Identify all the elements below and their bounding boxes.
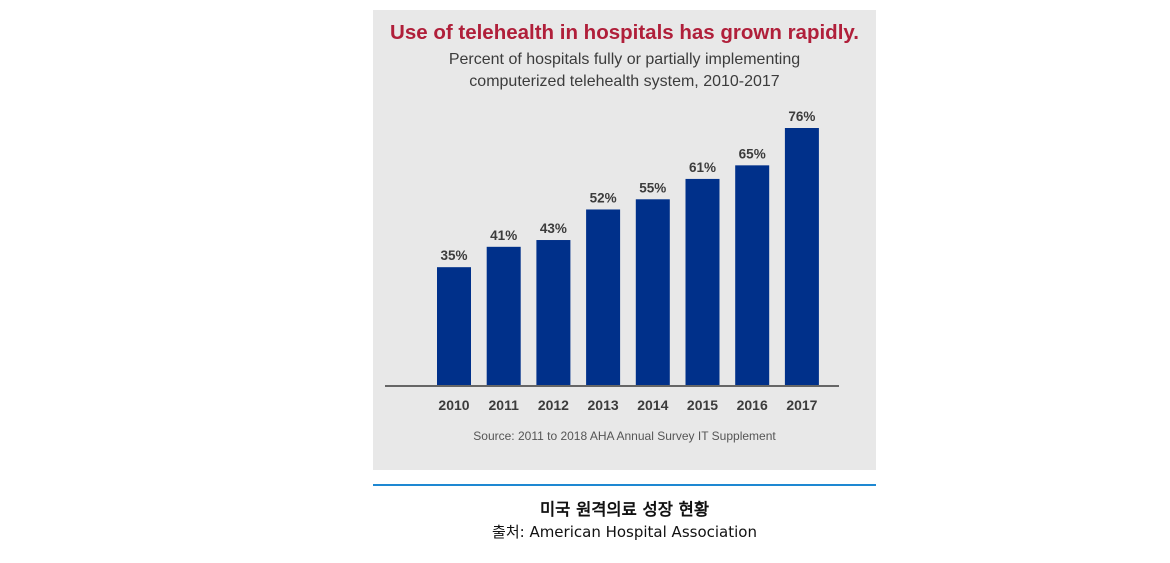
data-label-2010: 35% bbox=[440, 248, 467, 263]
chart-subtitle-line-2: computerized telehealth system, 2010-201… bbox=[469, 73, 780, 90]
x-tick-label-2012: 2012 bbox=[538, 397, 569, 413]
data-label-2012: 43% bbox=[540, 221, 567, 236]
chart-panel: Use of telehealth in hospitals has grown… bbox=[373, 10, 876, 470]
bar-2011 bbox=[486, 246, 521, 386]
data-label-2017: 76% bbox=[788, 109, 815, 124]
bar-2012 bbox=[536, 240, 571, 386]
caption-title: 미국 원격의료 성장 현황 bbox=[539, 500, 710, 519]
chart-subtitle: Percent of hospitals fully or partially … bbox=[373, 49, 876, 93]
caption-divider bbox=[373, 484, 876, 486]
data-label-2011: 41% bbox=[490, 228, 517, 243]
chart-title: Use of telehealth in hospitals has grown… bbox=[390, 21, 859, 44]
bar-2013 bbox=[586, 209, 621, 386]
bar-2010 bbox=[437, 267, 471, 386]
bar-2016 bbox=[735, 165, 770, 386]
bar-chart: 35% 2010 41% 2011 43% 2012 52% 2013 55% 2014 61% 20… bbox=[385, 109, 839, 413]
bar-2015 bbox=[685, 178, 720, 386]
x-tick-label-2013: 2013 bbox=[588, 397, 619, 413]
chart-subtitle-line-1: Percent of hospitals fully or partially … bbox=[448, 51, 801, 68]
x-tick-label-2017: 2017 bbox=[786, 397, 817, 413]
x-tick-label-2016: 2016 bbox=[737, 397, 768, 413]
data-label-2015: 61% bbox=[689, 160, 716, 175]
caption-source: 출처: American Hospital Association bbox=[492, 523, 757, 541]
x-tick-label-2010: 2010 bbox=[438, 397, 469, 413]
data-label-2013: 52% bbox=[590, 190, 617, 205]
bar-2014 bbox=[635, 199, 670, 386]
data-label-2016: 65% bbox=[739, 146, 766, 161]
x-tick-label-2011: 2011 bbox=[489, 397, 520, 413]
data-label-2014: 55% bbox=[639, 180, 666, 195]
x-tick-label-2014: 2014 bbox=[637, 397, 668, 413]
x-tick-label-2015: 2015 bbox=[687, 397, 718, 413]
bar-2017 bbox=[784, 128, 819, 386]
chart-source: Source: 2011 to 2018 AHA Annual Survey I… bbox=[473, 429, 776, 443]
